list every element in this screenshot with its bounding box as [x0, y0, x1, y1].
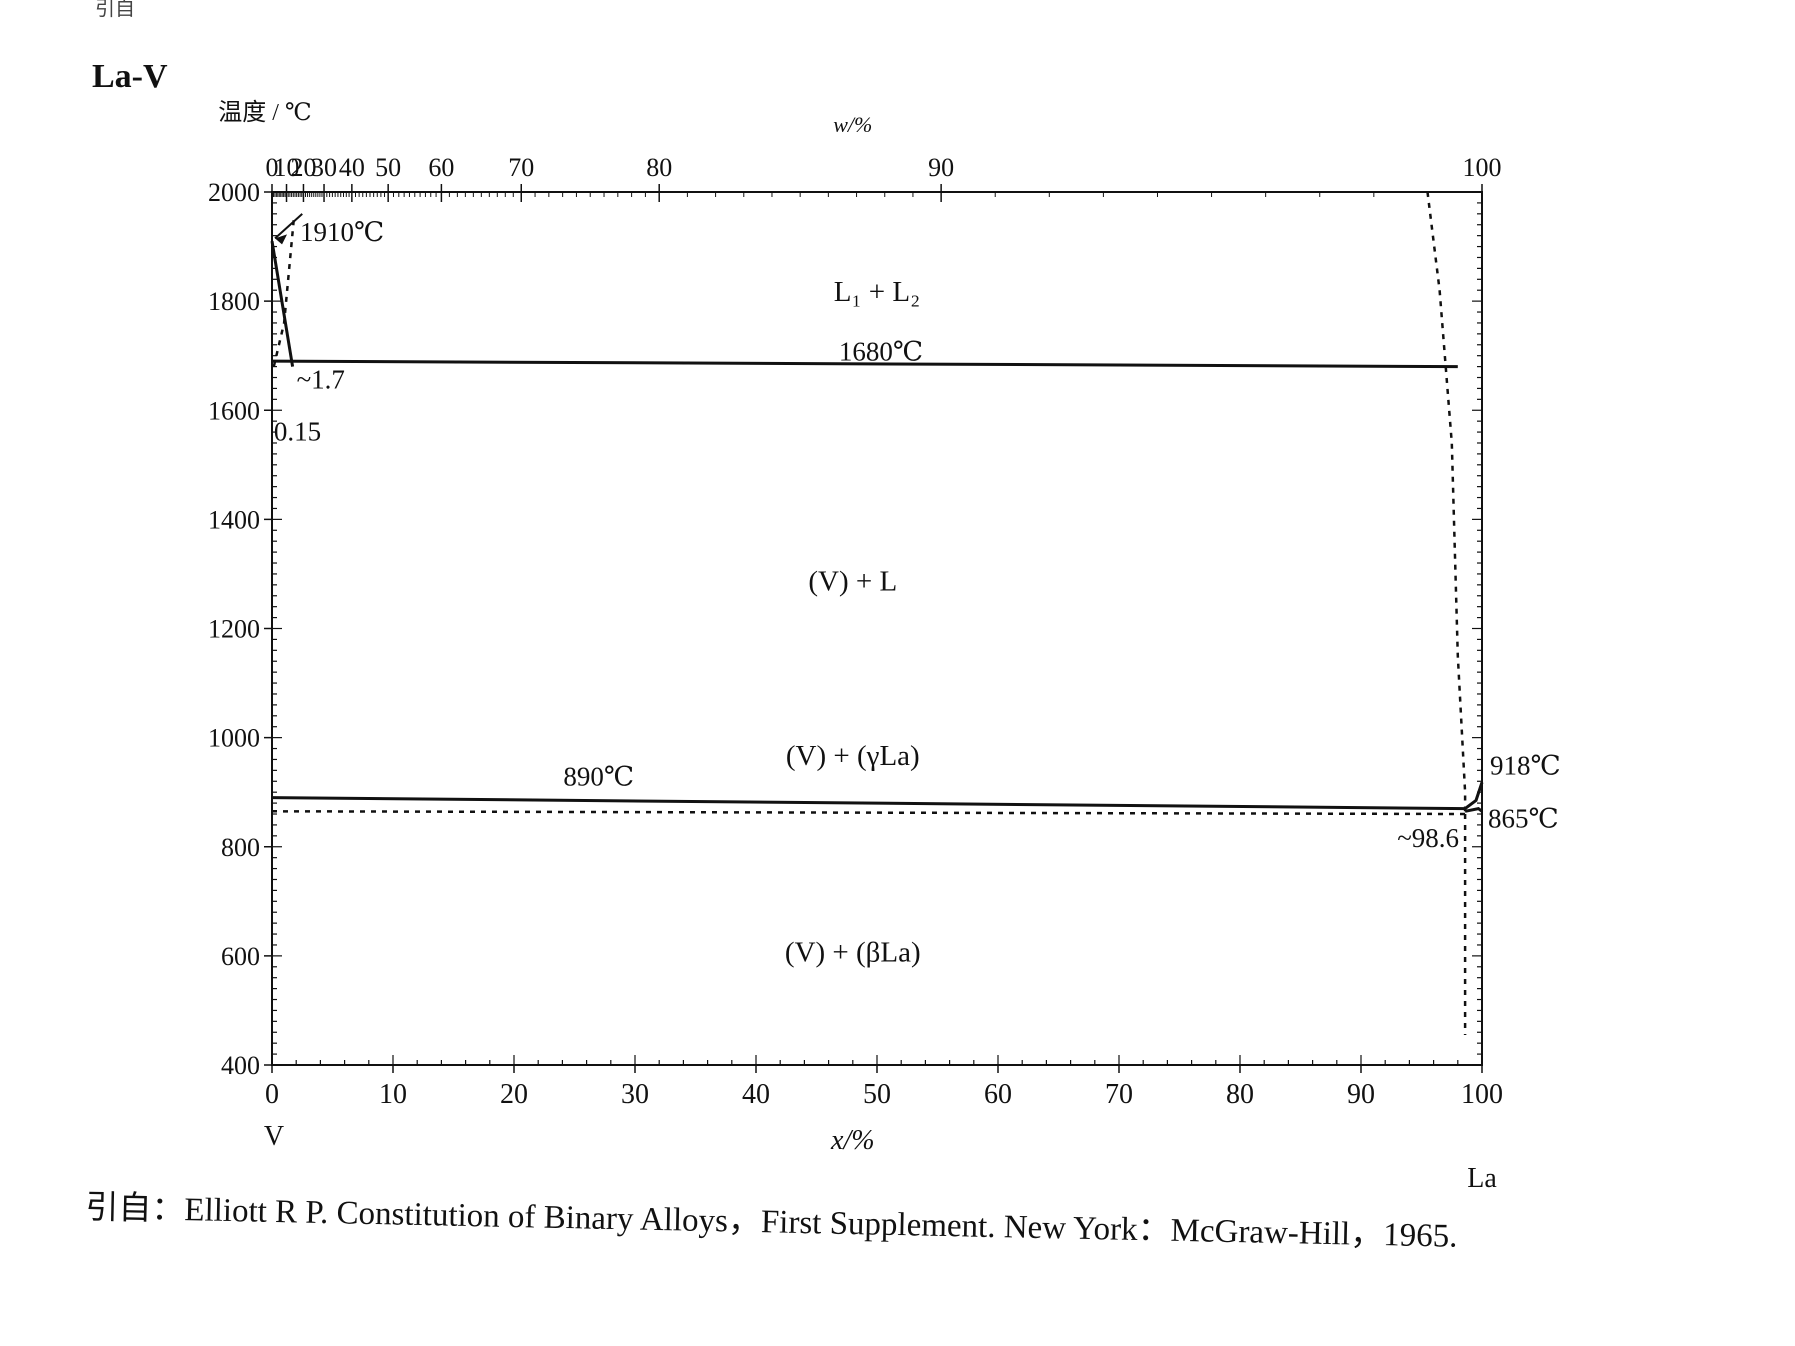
- y-tick-label: 1000: [208, 724, 260, 753]
- x-top-tick-label: 50: [375, 153, 401, 182]
- x-top-axis-label: w/%: [833, 112, 872, 137]
- x-top-tick-label: 10: [274, 153, 300, 182]
- x-bottom-tick-label: 100: [1461, 1079, 1503, 1110]
- y-tick-label: 1200: [208, 615, 260, 644]
- annotation-label: ~98.6: [1397, 823, 1459, 853]
- y-tick-label: 2000: [208, 178, 260, 207]
- x-bottom-tick-label: 60: [984, 1079, 1012, 1110]
- y-axis-label: 温度 / ℃: [218, 99, 312, 126]
- annotation-label: 890℃: [563, 762, 634, 792]
- x-bottom-tick-label: 0: [265, 1079, 279, 1110]
- annotation-arrow: [274, 213, 303, 240]
- phase-region-label: L₁ + L₂: [834, 276, 921, 308]
- x-bottom-tick-label: 20: [500, 1079, 528, 1110]
- phase-region-label: (V) + (γLa): [786, 740, 920, 772]
- annotation-label: ~1.7: [297, 365, 345, 395]
- y-tick-label: 600: [221, 942, 260, 971]
- x-bottom-axis-label: x/%: [830, 1125, 875, 1156]
- x-top-tick-label: 60: [428, 153, 454, 182]
- y-tick-label: 1400: [208, 505, 260, 534]
- phase-boundary-solid: [1464, 806, 1483, 813]
- phase-region-label: (V) + L: [808, 565, 897, 597]
- x-right-element-label: La: [1467, 1163, 1497, 1194]
- x-bottom-tick-label: 90: [1347, 1079, 1375, 1110]
- annotation-label: 1910℃: [300, 217, 384, 247]
- y-tick-label: 1800: [208, 287, 260, 316]
- phase-boundary-solid: [271, 359, 1458, 369]
- annotation-label: 0.15: [274, 416, 321, 446]
- plot-border: [271, 191, 1483, 1066]
- x-bottom-tick-label: 10: [379, 1079, 407, 1110]
- annotation-label: 865℃: [1488, 803, 1559, 833]
- x-top-tick-label: 70: [508, 153, 534, 182]
- source-prefix: 引自：: [85, 1189, 185, 1229]
- x-top-tick-label: 90: [928, 153, 954, 182]
- x-top-tick-label: 30: [311, 153, 337, 182]
- corner-mark: 引自: [95, 0, 135, 20]
- y-tick-label: 1600: [208, 396, 260, 425]
- phase-boundary-dotted: [271, 810, 1466, 816]
- plot-frame: [271, 191, 1483, 1066]
- phase-boundary-solid: [1464, 781, 1484, 810]
- x-bottom-tick-label: 80: [1226, 1079, 1254, 1110]
- x-bottom-tick-label: 70: [1105, 1079, 1133, 1110]
- phase-boundary-solid: [271, 796, 1466, 811]
- x-top-tick-label: 80: [646, 153, 672, 182]
- x-bottom-tick-label: 30: [621, 1079, 649, 1110]
- chart-labels: 温度 / ℃ w/% x/% V La L₁ + L₂ (V) + L (V) + (γLa)…: [218, 99, 1560, 1194]
- phase-boundary-dotted: [1426, 191, 1467, 812]
- x-top-tick-label: 0: [266, 153, 279, 182]
- annotation-label: 918℃: [1490, 750, 1561, 780]
- x-left-element-label: V: [264, 1121, 284, 1152]
- x-bottom-tick-label: 40: [742, 1079, 770, 1110]
- x-top-tick-label: 20: [290, 153, 316, 182]
- phase-boundary-solid: [270, 240, 295, 367]
- y-tick-label: 400: [221, 1051, 260, 1080]
- x-top-tick-label: 100: [1463, 153, 1502, 182]
- phase-boundary-dotted: [272, 219, 296, 367]
- x-bottom-tick-label: 50: [863, 1079, 891, 1110]
- y-tick-label: 800: [221, 833, 260, 862]
- annotation-label: 1680℃: [839, 337, 923, 367]
- x-top-tick-label: 40: [339, 153, 365, 182]
- annotation-arrowhead: [275, 234, 288, 245]
- phase-boundaries: [270, 191, 1484, 1035]
- system-title: La-V: [92, 58, 168, 95]
- phase-region-label: (V) + (βLa): [785, 936, 921, 968]
